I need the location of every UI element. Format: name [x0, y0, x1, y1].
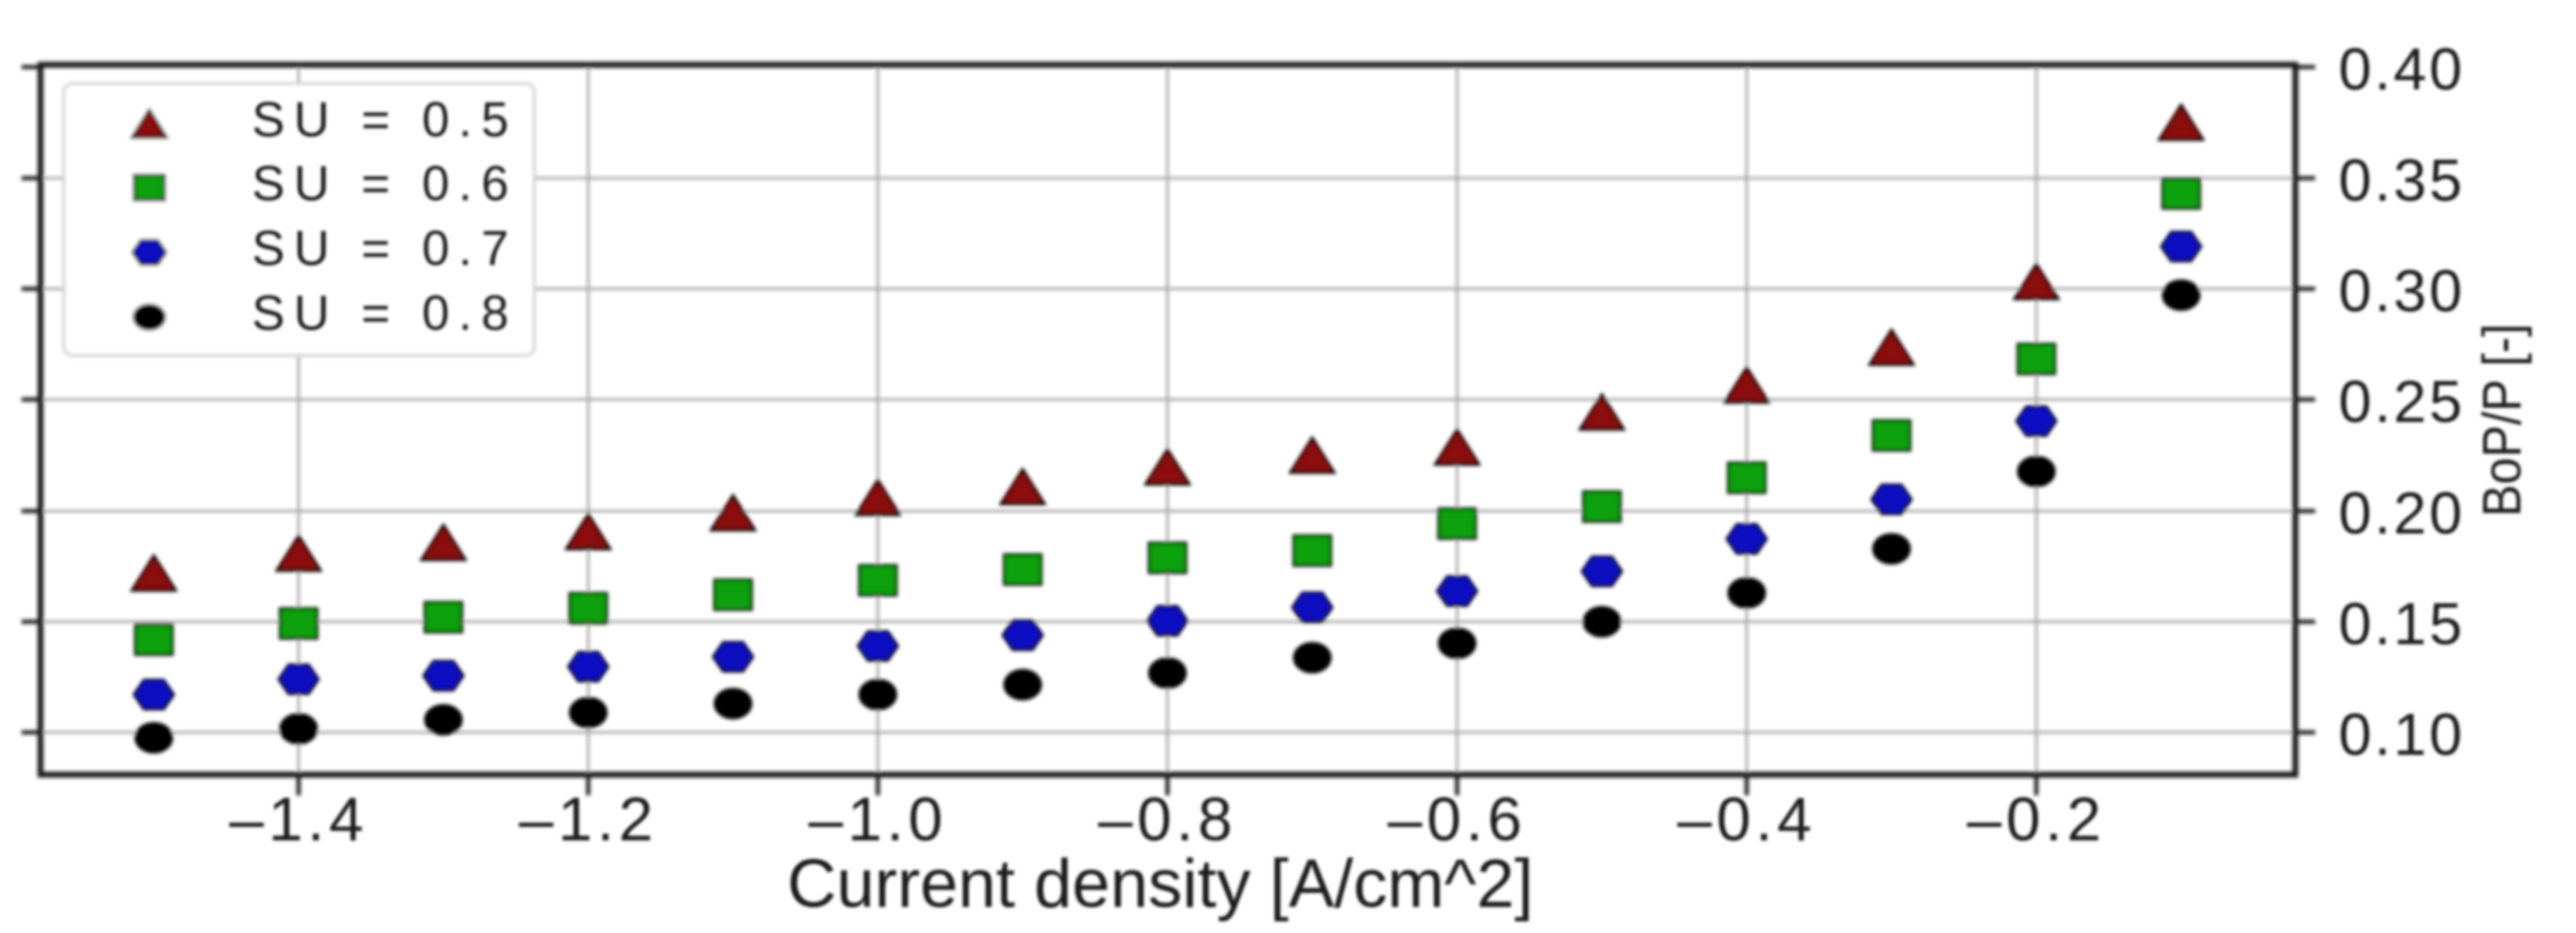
svg-text:SU = 0.6: SU = 0.6: [252, 156, 518, 211]
svg-text:–1.4: –1.4: [229, 785, 368, 854]
svg-text:–1.2: –1.2: [519, 785, 657, 854]
svg-text:0.30: 0.30: [2339, 257, 2464, 324]
svg-text:0.20: 0.20: [2339, 480, 2464, 546]
svg-text:–0.6: –0.6: [1388, 785, 1526, 854]
svg-text:–0.2: –0.2: [1967, 785, 2106, 854]
svg-text:0.15: 0.15: [2339, 590, 2464, 657]
svg-text:0.40: 0.40: [2339, 36, 2464, 103]
svg-text:–0.8: –0.8: [1098, 785, 1237, 854]
svg-text:SU = 0.5: SU = 0.5: [252, 92, 518, 148]
svg-text:BoP/P [-]: BoP/P [-]: [2472, 323, 2533, 516]
svg-text:SU = 0.8: SU = 0.8: [252, 285, 518, 341]
svg-text:0.35: 0.35: [2339, 147, 2464, 213]
svg-text:0.25: 0.25: [2339, 368, 2464, 435]
svg-text:–1.0: –1.0: [809, 785, 947, 854]
svg-text:0.10: 0.10: [2339, 701, 2464, 767]
svg-text:Current density [A/cm^2]: Current density [A/cm^2]: [787, 846, 1534, 922]
svg-text:–0.4: –0.4: [1677, 785, 1816, 854]
svg-text:SU = 0.7: SU = 0.7: [252, 220, 518, 276]
